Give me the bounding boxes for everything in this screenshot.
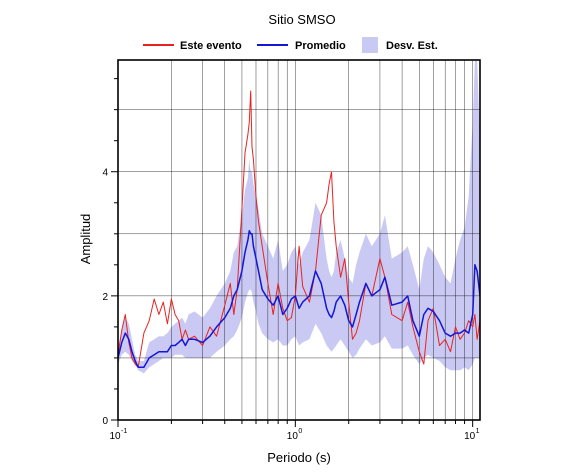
x-axis-label: Periodo (s) <box>267 450 331 465</box>
x-tick-label: 10 <box>464 431 476 442</box>
legend-label-este-evento: Este evento <box>180 40 242 52</box>
legend: Este evento Promedio Desv. Est. <box>143 37 438 53</box>
y-tick-label: 2 <box>102 292 108 303</box>
y-axis-label: Amplitud <box>78 214 93 265</box>
legend-swatch-desv-est <box>362 37 378 53</box>
legend-item-este-evento: Este evento <box>143 40 242 52</box>
legend-item-desv-est: Desv. Est. <box>362 37 438 53</box>
x-tick-exponent: 0 <box>298 428 302 435</box>
plot-frame <box>117 59 481 421</box>
series-line-promedio <box>118 229 480 368</box>
x-tick-label: 10 <box>109 431 121 442</box>
x-tick-label: 10 <box>287 431 299 442</box>
legend-item-promedio: Promedio <box>257 40 346 52</box>
x-tick-exponent: 1 <box>476 428 480 435</box>
legend-label-promedio: Promedio <box>295 40 346 52</box>
x-tick-exponent: -1 <box>121 428 127 435</box>
y-tick-label: 4 <box>102 168 108 179</box>
std-band <box>118 60 480 374</box>
grid <box>118 60 480 420</box>
chart-title: Sitio SMSO <box>268 12 335 27</box>
legend-label-desv-est: Desv. Est. <box>386 40 438 52</box>
series-line-este-evento <box>118 90 480 368</box>
y-tick-label: 0 <box>102 416 108 427</box>
